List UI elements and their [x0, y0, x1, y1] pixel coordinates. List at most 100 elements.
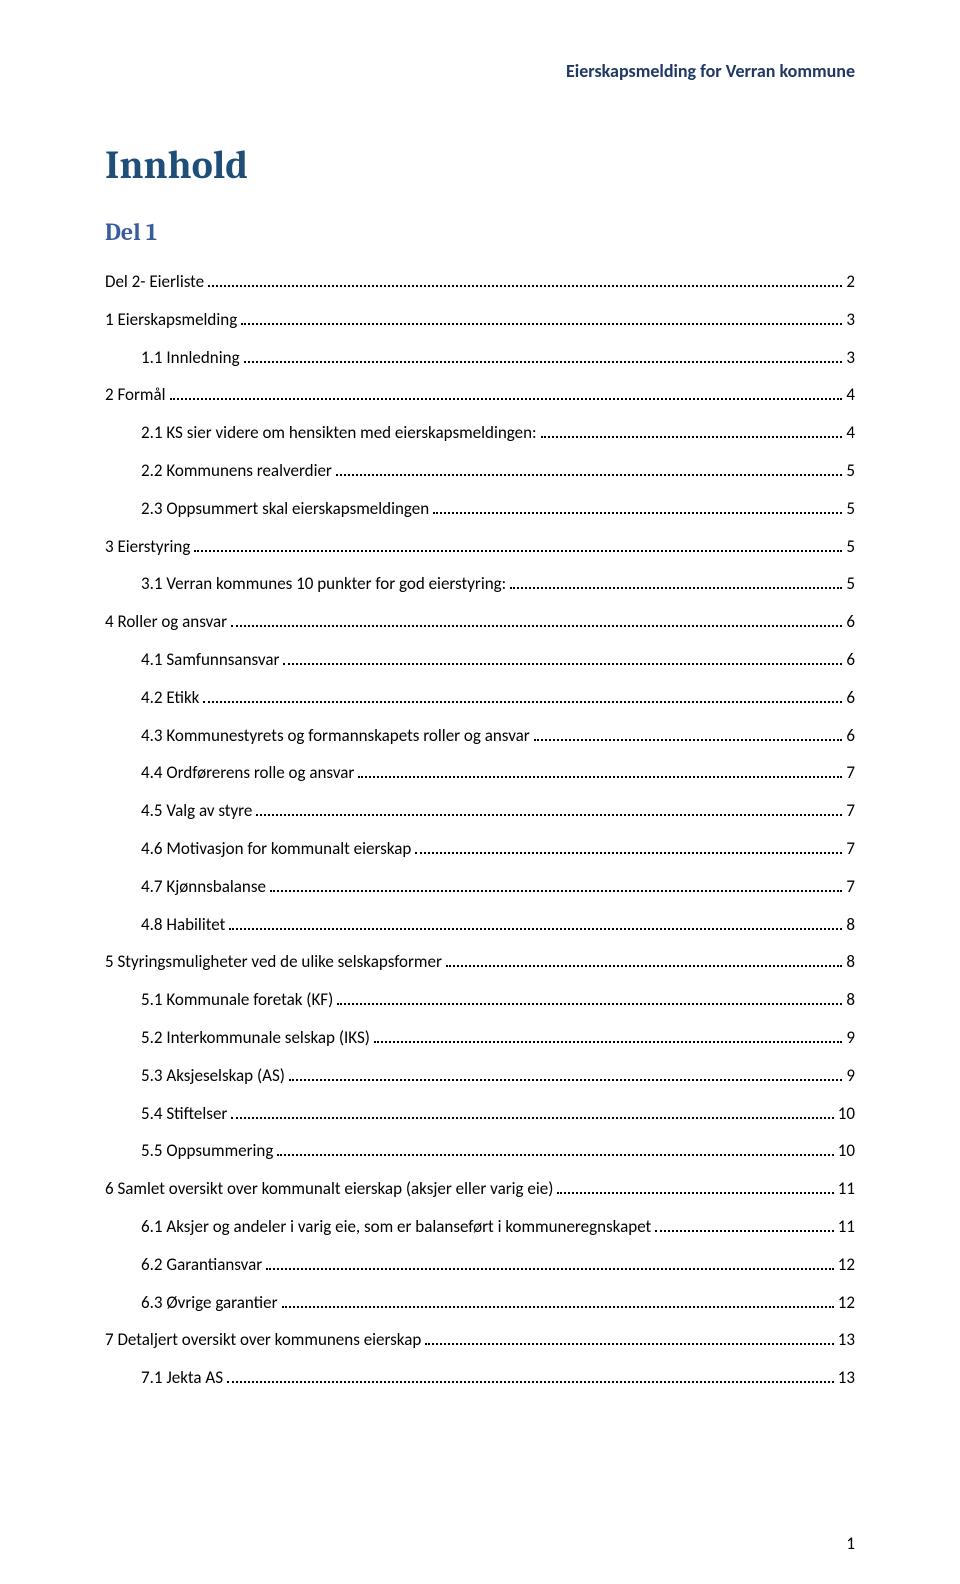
toc-leader: [374, 1029, 842, 1043]
toc-leader: [241, 311, 842, 325]
toc-entry-page: 8: [846, 988, 855, 1012]
toc-leader: [655, 1218, 834, 1232]
toc-entry-page: 12: [838, 1291, 855, 1315]
toc-entry[interactable]: 5.1 Kommunale foretak (KF) 8: [105, 988, 855, 1012]
toc-entry[interactable]: 4.6 Motivasjon for kommunalt eierskap7: [105, 837, 855, 861]
toc-entry-label: 1.1 Innledning: [141, 346, 240, 370]
toc-entry-label: 4 Roller og ansvar: [105, 610, 227, 634]
toc-entry-label: 6.1 Aksjer og andeler i varig eie, som e…: [141, 1215, 651, 1239]
toc-leader: [283, 651, 842, 665]
toc-entry-page: 4: [846, 383, 855, 407]
toc-entry-label: 4.8 Habilitet: [141, 913, 225, 937]
toc-entry[interactable]: 5.2 Interkommunale selskap (IKS) 9: [105, 1026, 855, 1050]
toc-leader: [415, 840, 842, 854]
toc-entry-page: 8: [846, 950, 855, 974]
toc-entry[interactable]: 7 Detaljert oversikt over kommunens eier…: [105, 1328, 855, 1352]
toc-entry-page: 13: [838, 1366, 855, 1390]
toc-entry-page: 3: [846, 346, 855, 370]
toc-entry-label: Del 2- Eierliste: [105, 270, 204, 294]
table-of-contents: Del 2- Eierliste21 Eierskapsmelding31.1 …: [105, 270, 855, 1390]
toc-entry-page: 6: [846, 648, 855, 672]
toc-leader: [277, 1143, 833, 1157]
toc-entry[interactable]: 4 Roller og ansvar6: [105, 610, 855, 634]
toc-leader: [203, 689, 842, 703]
toc-entry[interactable]: 4.4 Ordførerens rolle og ansvar 7: [105, 761, 855, 785]
toc-entry-label: 4.2 Etikk: [141, 686, 199, 710]
toc-entry[interactable]: 3 Eierstyring 5: [105, 535, 855, 559]
toc-entry[interactable]: 5 Styringsmuligheter ved de ulike selska…: [105, 950, 855, 974]
toc-entry-page: 5: [846, 497, 855, 521]
toc-entry-label: 5.4 Stiftelser: [141, 1102, 227, 1126]
toc-entry[interactable]: 2 Formål4: [105, 383, 855, 407]
toc-entry-page: 2: [846, 270, 855, 294]
toc-entry-label: 6.2 Garantiansvar: [141, 1253, 262, 1277]
toc-entry-page: 11: [838, 1177, 855, 1201]
toc-entry-page: 6: [846, 724, 855, 748]
toc-entry[interactable]: 4.7 Kjønnsbalanse7: [105, 875, 855, 899]
toc-entry[interactable]: 1 Eierskapsmelding3: [105, 308, 855, 332]
toc-entry[interactable]: 2.2 Kommunens realverdier5: [105, 459, 855, 483]
toc-leader: [227, 1370, 834, 1384]
toc-leader: [266, 1256, 834, 1270]
toc-entry-page: 5: [846, 535, 855, 559]
toc-entry-page: 13: [838, 1328, 855, 1352]
toc-entry[interactable]: 2.1 KS sier videre om hensikten med eier…: [105, 421, 855, 445]
toc-entry[interactable]: 4.2 Etikk6: [105, 686, 855, 710]
toc-leader: [282, 1294, 834, 1308]
toc-leader: [336, 462, 843, 476]
toc-entry[interactable]: 4.3 Kommunestyrets og formannskapets rol…: [105, 724, 855, 748]
toc-entry[interactable]: 1.1 Innledning 3: [105, 346, 855, 370]
toc-entry[interactable]: 3.1 Verran kommunes 10 punkter for god e…: [105, 572, 855, 596]
toc-leader: [208, 273, 842, 287]
toc-entry[interactable]: 5.5 Oppsummering 10: [105, 1139, 855, 1163]
toc-entry-label: 3 Eierstyring: [105, 535, 190, 559]
toc-leader: [358, 765, 842, 779]
toc-entry-page: 8: [846, 913, 855, 937]
toc-leader: [229, 916, 842, 930]
toc-entry[interactable]: 5.3 Aksjeselskap (AS) 9: [105, 1064, 855, 1088]
toc-entry-label: 5.5 Oppsummering: [141, 1139, 273, 1163]
toc-entry-page: 9: [846, 1026, 855, 1050]
toc-entry[interactable]: 4.8 Habilitet 8: [105, 913, 855, 937]
toc-entry-label: 5.3 Aksjeselskap (AS): [141, 1064, 285, 1088]
toc-entry-page: 5: [846, 572, 855, 596]
toc-entry[interactable]: 4.1 Samfunnsansvar6: [105, 648, 855, 672]
section-label: Del 1: [105, 218, 855, 246]
toc-entry[interactable]: 6.1 Aksjer og andeler i varig eie, som e…: [105, 1215, 855, 1239]
toc-entry[interactable]: 5.4 Stiftelser 10: [105, 1102, 855, 1126]
toc-entry-label: 5.1 Kommunale foretak (KF): [141, 988, 333, 1012]
toc-leader: [231, 614, 842, 628]
toc-entry-page: 12: [838, 1253, 855, 1277]
toc-entry-label: 4.7 Kjønnsbalanse: [141, 875, 266, 899]
toc-entry[interactable]: 7.1 Jekta AS 13: [105, 1366, 855, 1390]
toc-entry-label: 7.1 Jekta AS: [141, 1366, 223, 1390]
toc-entry[interactable]: 4.5 Valg av styre 7: [105, 799, 855, 823]
toc-entry-label: 6 Samlet oversikt over kommunalt eierska…: [105, 1177, 553, 1201]
toc-leader: [194, 538, 842, 552]
toc-entry[interactable]: 2.3 Oppsummert skal eierskapsmeldingen 5: [105, 497, 855, 521]
toc-leader: [510, 576, 842, 590]
toc-leader: [244, 349, 843, 363]
toc-entry-page: 9: [846, 1064, 855, 1088]
toc-leader: [534, 727, 843, 741]
toc-leader: [270, 878, 842, 892]
toc-entry-page: 10: [838, 1102, 855, 1126]
toc-entry-label: 1 Eierskapsmelding: [105, 308, 237, 332]
toc-entry-label: 4.5 Valg av styre: [141, 799, 252, 823]
toc-entry-label: 4.6 Motivasjon for kommunalt eierskap: [141, 837, 411, 861]
toc-entry-label: 4.4 Ordførerens rolle og ansvar: [141, 761, 354, 785]
toc-entry[interactable]: 6.2 Garantiansvar 12: [105, 1253, 855, 1277]
toc-entry[interactable]: 6 Samlet oversikt over kommunalt eierska…: [105, 1177, 855, 1201]
toc-entry-label: 7 Detaljert oversikt over kommunens eier…: [105, 1328, 421, 1352]
toc-entry[interactable]: Del 2- Eierliste 2: [105, 270, 855, 294]
toc-entry-label: 5 Styringsmuligheter ved de ulike selska…: [105, 950, 442, 974]
page-title: Innhold: [105, 142, 855, 188]
toc-entry[interactable]: 6.3 Øvrige garantier12: [105, 1291, 855, 1315]
toc-entry-page: 7: [846, 761, 855, 785]
toc-entry-page: 7: [846, 799, 855, 823]
toc-leader: [231, 1105, 833, 1119]
toc-entry-label: 5.2 Interkommunale selskap (IKS): [141, 1026, 370, 1050]
toc-leader: [425, 1332, 833, 1346]
toc-entry-page: 10: [838, 1139, 855, 1163]
toc-entry-label: 2.3 Oppsummert skal eierskapsmeldingen: [141, 497, 429, 521]
